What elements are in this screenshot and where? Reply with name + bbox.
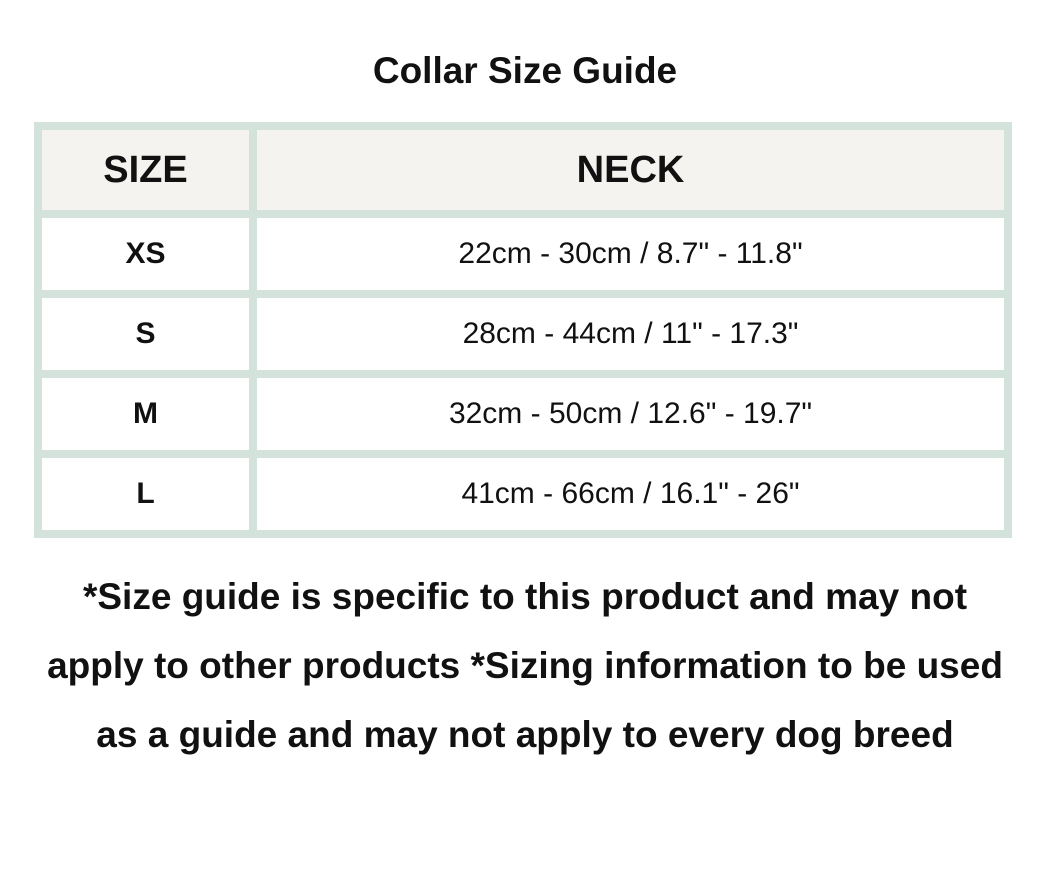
neck-cell: 32cm - 50cm / 12.6" - 19.7" — [257, 378, 1004, 450]
neck-cell: 28cm - 44cm / 11" - 17.3" — [257, 298, 1004, 370]
size-table: SIZE NECK XS 22cm - 30cm / 8.7" - 11.8" S… — [34, 122, 1012, 538]
page-title: Collar Size Guide — [372, 50, 678, 91]
table-row: L 41cm - 66cm / 16.1" - 26" — [42, 458, 1004, 530]
table-row: XS 22cm - 30cm / 8.7" - 11.8" — [42, 218, 1004, 290]
size-cell: XS — [42, 218, 249, 290]
header-neck: NECK — [257, 130, 1004, 210]
table-row: S 28cm - 44cm / 11" - 17.3" — [42, 298, 1004, 370]
size-cell: M — [42, 378, 249, 450]
size-cell: S — [42, 298, 249, 370]
neck-cell: 22cm - 30cm / 8.7" - 11.8" — [257, 218, 1004, 290]
size-cell: L — [42, 458, 249, 530]
neck-cell: 41cm - 66cm / 16.1" - 26" — [257, 458, 1004, 530]
size-guide-note: *Size guide is specific to this product … — [47, 576, 1003, 755]
table-header-row: SIZE NECK — [42, 130, 1004, 210]
table-row: M 32cm - 50cm / 12.6" - 19.7" — [42, 378, 1004, 450]
header-size: SIZE — [42, 130, 249, 210]
